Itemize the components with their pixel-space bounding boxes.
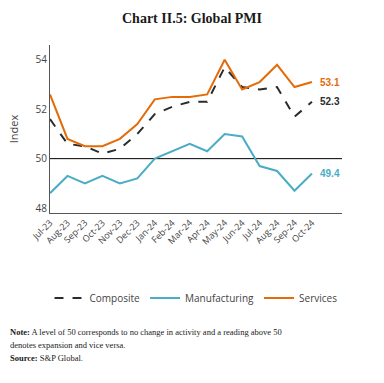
svg-text:Chart II.5: Global PMI: Chart II.5: Global PMI [122,11,262,26]
svg-text:Oct-23: Oct-23 [79,216,108,245]
svg-text:Jan-24: Jan-24 [132,216,160,244]
svg-text:48: 48 [36,201,48,215]
svg-text:Nov-23: Nov-23 [95,216,125,246]
svg-text:Manufacturing: Manufacturing [185,291,254,305]
svg-text:Dec-23: Dec-23 [113,216,143,246]
svg-text:Note: A level of 50 correspond: Note: A level of 50 corresponds to no ch… [10,327,282,337]
svg-text:53.1: 53.1 [320,77,340,88]
svg-text:Source: S&P Global.: Source: S&P Global. [10,353,83,363]
svg-text:Apr-24: Apr-24 [183,216,212,245]
svg-text:Composite: Composite [90,291,141,305]
svg-text:Index: Index [6,115,21,144]
svg-text:49.4: 49.4 [320,168,340,179]
svg-text:Oct-24: Oct-24 [289,216,318,245]
svg-text:denotes expansion and vice ver: denotes expansion and vice versa. [10,340,125,350]
svg-text:May-24: May-24 [199,216,230,247]
svg-text:50: 50 [36,151,48,165]
svg-text:Services: Services [299,291,337,305]
svg-text:Sep-23: Sep-23 [61,216,90,245]
svg-text:Sep-24: Sep-24 [270,216,299,245]
svg-text:Aug-23: Aug-23 [43,216,73,246]
svg-text:Aug-24: Aug-24 [252,216,282,246]
svg-text:Jun-24: Jun-24 [219,216,248,245]
svg-text:Jul-24: Jul-24 [238,216,264,242]
svg-text:Feb-24: Feb-24 [148,216,177,245]
svg-text:Jul-23: Jul-23 [29,216,55,242]
svg-text:Mar-24: Mar-24 [165,216,195,246]
svg-text:52: 52 [36,102,48,116]
svg-text:52.3: 52.3 [320,96,340,107]
svg-text:54: 54 [36,52,48,66]
